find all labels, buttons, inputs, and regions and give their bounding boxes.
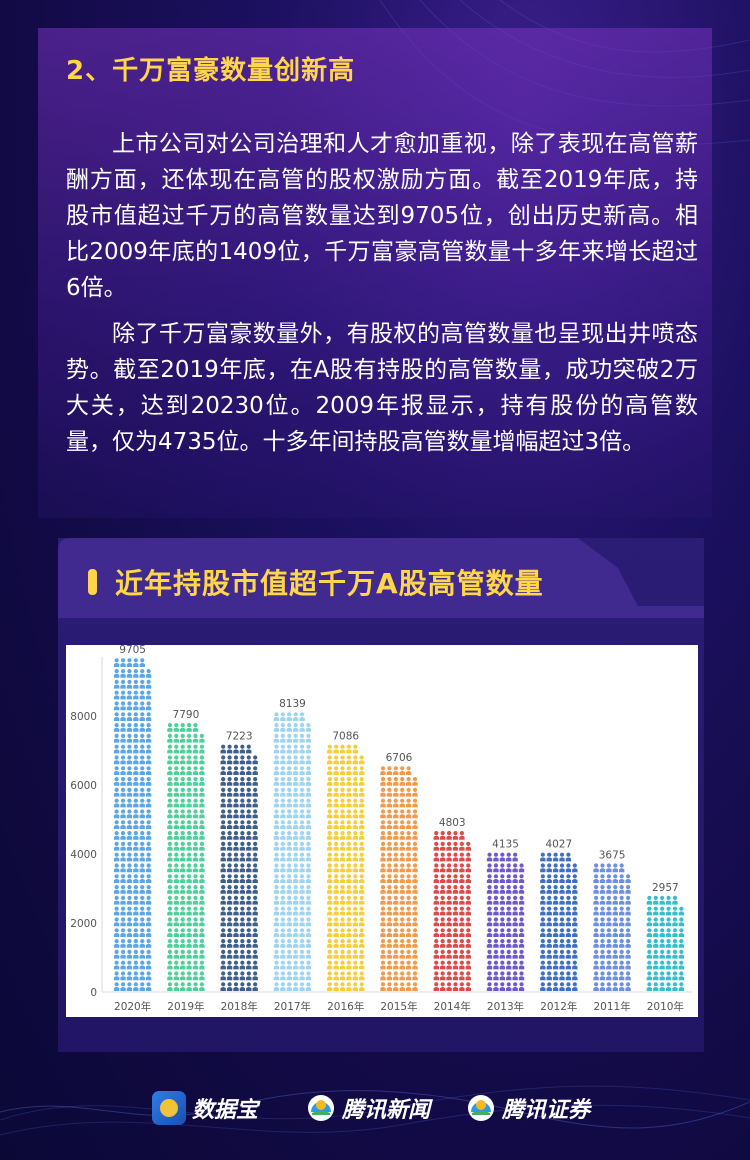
brand-tencent-news: 腾讯新闻 xyxy=(306,1088,430,1128)
bar-2019年 xyxy=(167,723,205,991)
bar-2015年 xyxy=(380,766,418,991)
data-label: 2957 xyxy=(652,882,679,894)
section-title: 2、千万富豪数量创新高 xyxy=(66,56,356,86)
title-accent-bar xyxy=(88,569,97,595)
y-tick-label: 8000 xyxy=(70,711,97,723)
x-tick-label: 2013年 xyxy=(487,1000,524,1013)
brand-name-tencent-news: 腾讯新闻 xyxy=(342,1098,431,1123)
bar-2016年 xyxy=(327,744,365,991)
x-tick-label: 2016年 xyxy=(327,1000,364,1013)
chart-header: 近年持股市值超千万A股高管数量 xyxy=(88,560,544,604)
y-tick-label: 4000 xyxy=(70,849,97,861)
x-tick-label: 2020年 xyxy=(114,1000,151,1013)
tencent-securities-logo-icon xyxy=(468,1095,494,1121)
bar-2014年 xyxy=(433,831,471,991)
chart-area: 0 2000 4000 6000 8000 9705 2020年 7790 2019年 7223 2… xyxy=(66,645,698,1017)
y-tick-label: 0 xyxy=(90,987,97,999)
shujubao-logo-icon xyxy=(152,1091,186,1125)
bar-2010年 xyxy=(646,895,685,991)
data-label: 7790 xyxy=(173,709,200,721)
x-tick-label: 2019年 xyxy=(167,1000,204,1013)
x-tick-label: 2014年 xyxy=(434,1000,471,1013)
chart-title-tab xyxy=(58,538,704,618)
brand-name-shujubao: 数据宝 xyxy=(192,1098,259,1123)
data-label: 7086 xyxy=(332,731,359,743)
brand-name-tencent-securities: 腾讯证券 xyxy=(502,1098,591,1123)
x-tick-label: 2017年 xyxy=(274,1000,311,1013)
bar-2013年 xyxy=(486,852,525,991)
paragraph-1: 上市公司对公司治理和人才愈加重视，除了表现在高管薪酬方面，还体现在高管的股权激励… xyxy=(66,131,698,301)
data-label: 9705 xyxy=(119,645,146,656)
data-label: 4027 xyxy=(545,839,572,851)
bar-2017年 xyxy=(273,712,312,991)
bar-2012年 xyxy=(540,852,578,991)
x-tick-label: 2010年 xyxy=(647,1000,684,1013)
x-tick-label: 2011年 xyxy=(593,1000,630,1013)
x-tick-label: 2012年 xyxy=(540,1000,577,1013)
data-label: 3675 xyxy=(599,849,626,861)
data-label: 7223 xyxy=(226,731,253,743)
chart-title: 近年持股市值超千万A股高管数量 xyxy=(115,567,544,600)
text-panel xyxy=(38,28,712,518)
brand-shujubao: 数据宝 xyxy=(152,1088,258,1128)
bar-2020年 xyxy=(113,658,152,991)
footer-wave xyxy=(0,1090,750,1129)
y-tick-label: 2000 xyxy=(70,918,97,930)
y-tick-label: 6000 xyxy=(70,780,97,792)
x-tick-label: 2015年 xyxy=(380,1000,417,1013)
bar-2011年 xyxy=(593,863,631,991)
data-label: 6706 xyxy=(386,752,413,764)
data-label: 8139 xyxy=(279,698,306,710)
brand-tencent-securities: 腾讯证券 xyxy=(466,1088,590,1128)
data-label: 4803 xyxy=(439,817,466,829)
paragraph-2: 除了千万富豪数量外，有股权的高管数量也呈现出井喷态势。截至2019年底，在A股有… xyxy=(66,321,698,455)
x-tick-label: 2018年 xyxy=(221,1000,258,1013)
bar-2018年 xyxy=(220,744,258,991)
tencent-news-logo-icon xyxy=(308,1095,334,1121)
pictogram-bar-chart: 0 2000 4000 6000 8000 9705 2020年 7790 2019年 7223 2… xyxy=(70,645,692,1013)
data-label: 4135 xyxy=(492,839,519,851)
